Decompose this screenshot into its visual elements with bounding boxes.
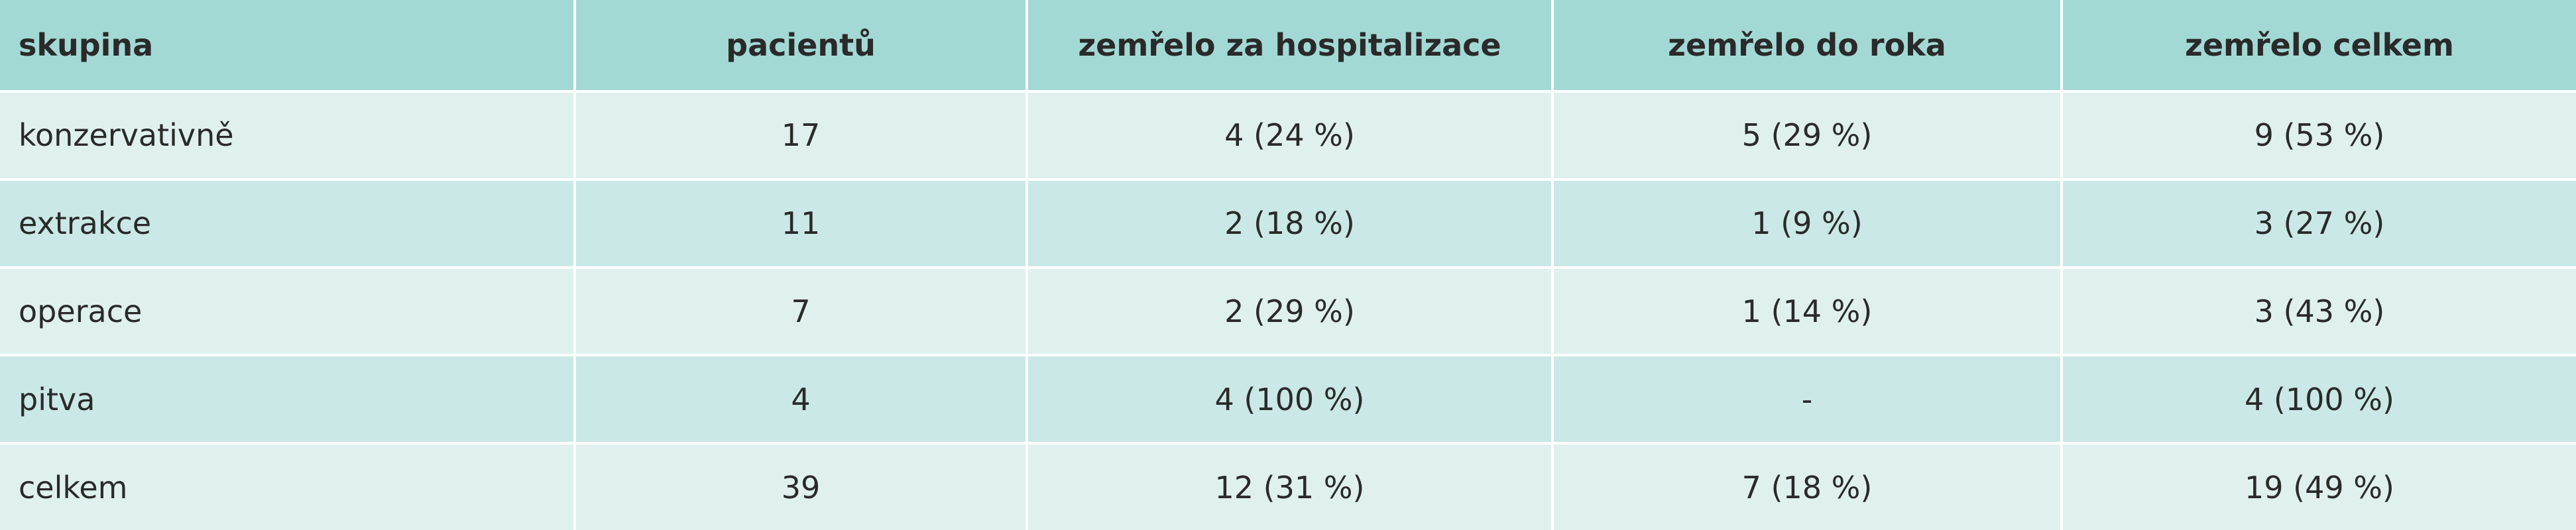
table-row: celkem 39 12 (31 %) 7 (18 %) 19 (49 %): [0, 442, 2576, 530]
cell: 12 (31 %): [1025, 442, 1554, 530]
column-header: skupina: [0, 0, 576, 93]
column-header: pacientů: [573, 0, 1028, 93]
cell: 4: [573, 354, 1028, 445]
header-row: skupina pacientů zemřelo za hospitalizace z…: [0, 0, 2576, 93]
cell: 11: [573, 178, 1028, 269]
table-row: pitva 4 4 (100 %) -4 (100 %): [0, 354, 2576, 445]
row-label: celkem: [0, 442, 576, 530]
table-row: operace 7 2 (29 %) 1 (14 %) 3 (43 %): [0, 266, 2576, 357]
cell: 4 (24 %): [1025, 90, 1554, 181]
column-header: zemřelo za hospitalizace: [1025, 0, 1554, 93]
cell: 19 (49 %): [2060, 442, 2576, 530]
cell: 1 (9 %): [1551, 178, 2063, 269]
cell: 5 (29 %): [1551, 90, 2063, 181]
cell: 7 (18 %): [1551, 442, 2063, 530]
cell: 2 (29 %): [1025, 266, 1554, 357]
cell: 7: [573, 266, 1028, 357]
column-header: zemřelo do roka: [1551, 0, 2063, 93]
row-label: konzervativně: [0, 90, 576, 181]
cell: 39: [573, 442, 1028, 530]
row-label: pitva: [0, 354, 576, 445]
row-label: extrakce: [0, 178, 576, 269]
cell: -: [1551, 354, 2063, 445]
cell: 17: [573, 90, 1028, 181]
cell: 2 (18 %): [1025, 178, 1554, 269]
cell: 4 (100 %): [2060, 354, 2576, 445]
table-header: skupina pacientů zemřelo za hospitalizace z…: [0, 0, 2576, 93]
cell: 1 (14 %): [1551, 266, 2063, 357]
cell: 4 (100 %): [1025, 354, 1554, 445]
column-header: zemřelo celkem: [2060, 0, 2576, 93]
cell: 3 (27 %): [2060, 178, 2576, 269]
row-label: operace: [0, 266, 576, 357]
cell: 3 (43 %): [2060, 266, 2576, 357]
table-row: extrakce 11 2 (18 %) 1 (9 %) 3 (27 %): [0, 178, 2576, 269]
cell: 9 (53 %): [2060, 90, 2576, 181]
table-row: konzervativně 17 4 (24 %) 5 (29 %) 9 (53 %): [0, 90, 2576, 181]
table-body: konzervativně 17 4 (24 %) 5 (29 %) 9 (53 %) e…: [0, 90, 2576, 530]
